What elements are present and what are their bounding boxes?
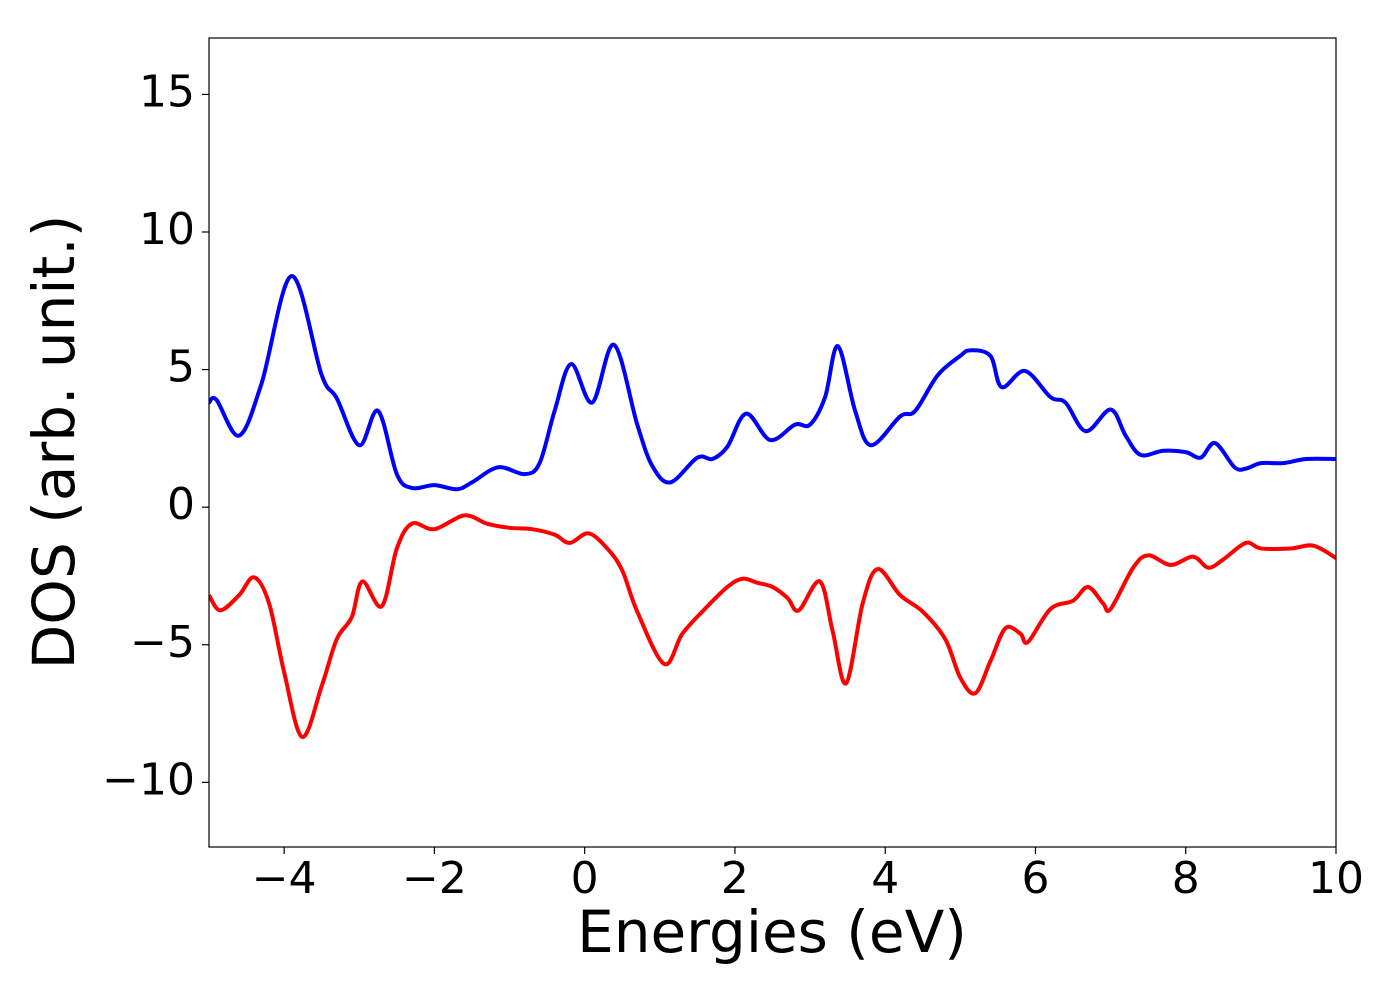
- y-axis-label: DOS (arb. unit.): [20, 215, 88, 670]
- x-axis-label: Energies (eV): [577, 898, 967, 966]
- plot-area: [209, 274, 1336, 739]
- y-tick-label: −10: [102, 754, 195, 805]
- y-tick-label: 5: [167, 342, 195, 393]
- y-tick-label: 15: [139, 66, 195, 117]
- y-tick-label: −5: [130, 617, 195, 668]
- dos-line: [209, 274, 1336, 492]
- x-tick-label: 2: [721, 853, 749, 904]
- x-tick-label: −4: [252, 853, 317, 904]
- x-tick-label: 10: [1308, 853, 1364, 904]
- x-tick-label: 8: [1172, 853, 1200, 904]
- x-tick-label: 6: [1021, 853, 1049, 904]
- y-tick-label: 0: [167, 479, 195, 530]
- dos-line: [209, 513, 1336, 739]
- y-tick-label: 10: [139, 204, 195, 255]
- x-tick-label: 0: [571, 853, 599, 904]
- x-tick-label: 4: [871, 853, 899, 904]
- plot-frame: [208, 37, 1337, 848]
- x-tick-label: −2: [402, 853, 467, 904]
